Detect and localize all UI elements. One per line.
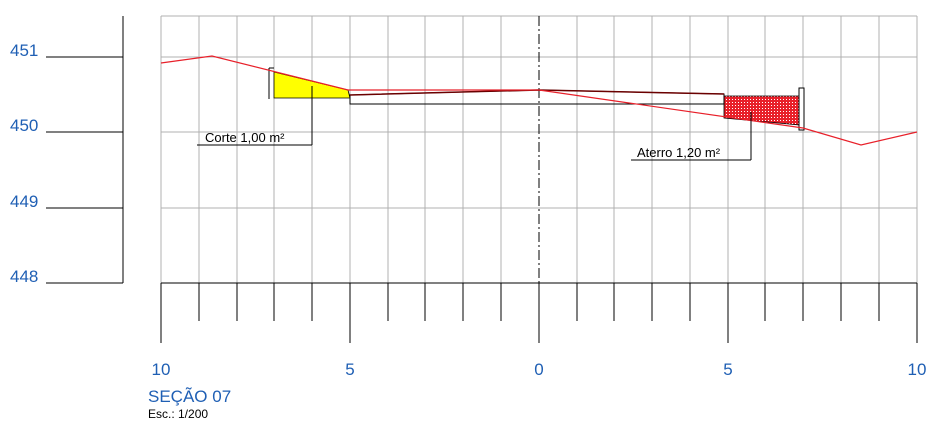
terrain-profile — [160, 55, 918, 146]
offset-label-left-5: 5 — [345, 360, 354, 379]
offset-label-right-10: 10 — [908, 360, 927, 379]
distance-ruler — [160, 282, 918, 343]
offset-label-right-5: 5 — [723, 360, 732, 379]
cut-leader — [197, 86, 313, 146]
fill-leader — [631, 112, 752, 161]
offset-label-center-0: 0 — [534, 360, 543, 379]
elevation-label-448: 448 — [10, 267, 38, 286]
elevation-ruler — [46, 16, 124, 284]
elevation-label-451: 451 — [10, 41, 38, 60]
elevation-label-450: 450 — [10, 116, 38, 135]
cut-volume-label: Corte 1,00 m² — [205, 130, 285, 145]
fill-volume-label: Aterro 1,20 m² — [637, 145, 721, 160]
offset-label-left-10: 10 — [152, 360, 171, 379]
road-surface — [349, 89, 725, 96]
elevation-label-449: 449 — [10, 192, 38, 211]
grid-vertical-lines — [160, 16, 918, 283]
fill-slope-post — [798, 87, 805, 131]
fill-area — [723, 95, 801, 126]
section-scale: Esc.: 1/200 — [148, 407, 208, 421]
section-title: SEÇÃO 07 — [148, 387, 231, 406]
